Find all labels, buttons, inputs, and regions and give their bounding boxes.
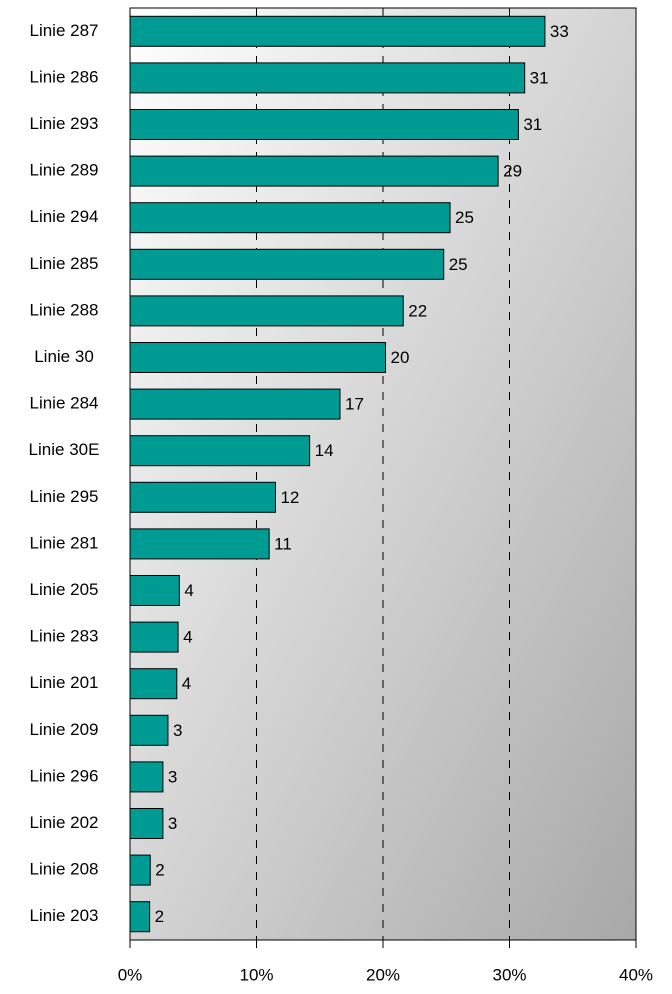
data-label: 4 (184, 581, 193, 600)
bar (129, 202, 451, 234)
data-label: 2 (155, 907, 164, 926)
y-tick-label: Linie 287 (29, 21, 98, 40)
data-label: 29 (503, 162, 522, 181)
x-tick-label: 20% (366, 965, 400, 984)
data-label: 14 (315, 441, 334, 460)
y-tick-label: Linie 283 (29, 627, 98, 646)
y-tick-label: Linie 30 (34, 347, 94, 366)
bar (129, 481, 276, 513)
data-label: 4 (183, 628, 192, 647)
data-label: 11 (274, 534, 292, 553)
x-tick-label: 30% (492, 965, 526, 984)
y-tick-label: Linie 284 (29, 394, 98, 413)
y-tick-label: Linie 209 (29, 720, 98, 739)
bar (129, 808, 164, 839)
y-tick-label: Linie 205 (29, 580, 98, 599)
x-tick-label: 0% (118, 965, 143, 984)
bar (129, 155, 499, 187)
data-label: 25 (455, 208, 474, 227)
bar (129, 575, 180, 606)
y-tick-label: Linie 295 (29, 487, 98, 506)
bar (129, 714, 169, 746)
x-tick-label: 10% (239, 965, 273, 984)
bar (129, 388, 341, 420)
y-tick-label: Linie 285 (29, 254, 98, 273)
data-label: 3 (168, 767, 177, 786)
bar (129, 342, 387, 373)
bar (129, 901, 151, 933)
bar (129, 528, 270, 560)
data-label: 25 (449, 255, 468, 274)
data-label: 4 (182, 674, 191, 693)
bar (129, 668, 178, 700)
y-tick-label: Linie 296 (29, 766, 98, 785)
y-tick-label: Linie 30E (29, 440, 100, 459)
bar (129, 62, 526, 94)
data-label: 20 (391, 348, 410, 367)
data-label: 22 (408, 301, 427, 320)
y-tick-label: Linie 203 (29, 906, 98, 925)
y-tick-label: Linie 289 (29, 161, 98, 180)
data-label: 3 (168, 814, 177, 833)
bar (129, 854, 151, 886)
y-tick-label: Linie 288 (29, 300, 98, 319)
data-label: 12 (280, 488, 299, 507)
bar (129, 621, 179, 653)
data-label: 31 (523, 115, 542, 134)
bar (129, 248, 445, 280)
bar (129, 109, 519, 140)
data-label: 31 (530, 68, 549, 87)
data-label: 2 (155, 861, 164, 880)
y-tick-label: Linie 293 (29, 114, 98, 133)
bar (129, 761, 164, 793)
y-tick-label: Linie 294 (29, 207, 98, 226)
y-tick-label: Linie 202 (29, 813, 98, 832)
y-tick-label: Linie 201 (29, 673, 98, 692)
y-tick-label: Linie 286 (29, 67, 98, 86)
y-tick-label: Linie 208 (29, 860, 98, 879)
data-label: 3 (173, 721, 182, 740)
x-tick-label: 40% (619, 965, 653, 984)
data-label: 33 (550, 22, 569, 41)
bar (129, 15, 546, 47)
data-label: 17 (345, 395, 364, 414)
bar (129, 435, 311, 467)
bar (129, 295, 404, 327)
y-tick-label: Linie 281 (29, 533, 98, 552)
